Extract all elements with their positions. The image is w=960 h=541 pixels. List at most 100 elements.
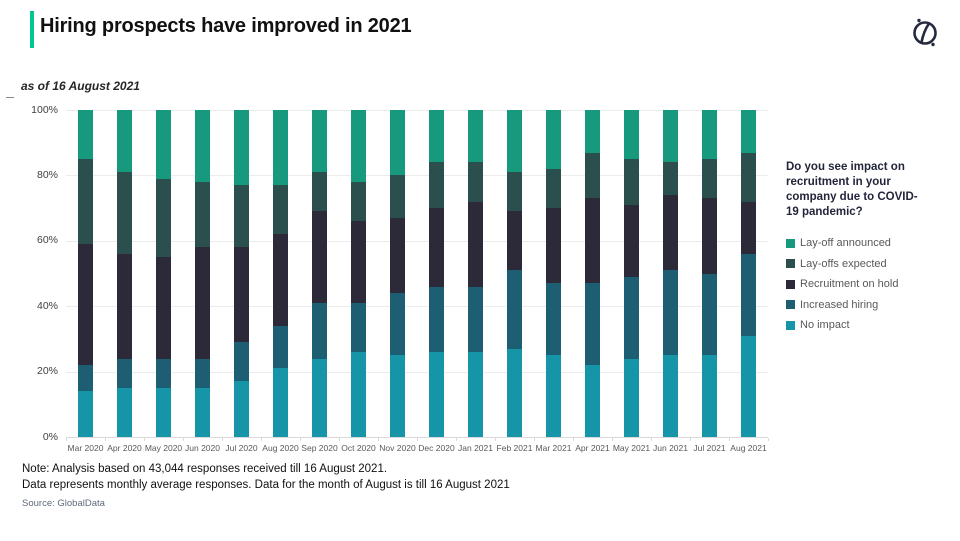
bar-segment	[507, 110, 522, 173]
bar-segment	[117, 110, 132, 173]
globaldata-logo-icon	[913, 18, 937, 47]
x-axis-tick	[417, 438, 418, 441]
bar-segment	[390, 293, 405, 356]
bar-segment	[702, 273, 717, 356]
legend-label: Lay-off announced	[800, 237, 891, 250]
x-axis-tick	[495, 438, 496, 441]
bar-segment	[312, 110, 327, 173]
bar-segment	[117, 358, 132, 388]
bar-jan-2021	[468, 110, 483, 437]
bar-segment	[312, 211, 327, 303]
bar-jun-2021	[663, 110, 678, 437]
gridline	[66, 437, 768, 438]
bar-segment	[741, 253, 756, 336]
y-axis-tick-label: 60%	[36, 234, 58, 247]
x-axis-tick-label: Mar 2020	[67, 443, 104, 453]
bar-segment	[507, 270, 522, 349]
legend-swatch-icon	[786, 259, 795, 269]
bar-segment	[234, 185, 249, 248]
bar-feb-2021	[507, 110, 522, 437]
bar-segment	[117, 253, 132, 359]
bar-segment	[273, 368, 288, 437]
bar-segment	[624, 276, 639, 359]
x-axis-tick-label: Jan 2021	[458, 443, 493, 453]
x-axis-tick	[768, 438, 769, 441]
bar-apr-2021	[585, 110, 600, 437]
x-axis-tick	[612, 438, 613, 441]
bar-segment	[156, 387, 171, 437]
bar-oct-2020	[351, 110, 366, 437]
bar-segment	[585, 152, 600, 199]
bar-segment	[546, 283, 561, 356]
x-axis-tick	[222, 438, 223, 441]
bar-segment	[468, 162, 483, 202]
x-axis-tick	[690, 438, 691, 441]
x-axis-tick-label: Oct 2020	[341, 443, 376, 453]
bar-segment	[702, 355, 717, 437]
bar-segment	[351, 221, 366, 303]
x-axis-tick-label: Feb 2021	[496, 443, 533, 453]
bar-segment	[390, 175, 405, 218]
legend-label: Lay-offs expected	[800, 257, 887, 270]
bar-segment	[546, 168, 561, 209]
bar-segment	[624, 204, 639, 277]
y-axis-tick-label: 0%	[42, 430, 58, 443]
bar-segment	[78, 391, 93, 437]
bar-segment	[78, 365, 93, 392]
x-axis-tick	[378, 438, 379, 441]
legend-swatch-icon	[786, 238, 795, 248]
collapsed-marker	[6, 97, 14, 98]
bar-segment	[195, 110, 210, 182]
bar-segment	[741, 201, 756, 254]
x-axis-tick	[339, 438, 340, 441]
y-axis-tick-label: 100%	[31, 103, 58, 116]
bar-segment	[351, 110, 366, 182]
bar-segment	[546, 208, 561, 284]
legend-item: Recruitment on hold	[786, 274, 954, 295]
title-accent-bar	[30, 11, 34, 48]
bar-segment	[78, 159, 93, 245]
bar-segment	[507, 211, 522, 271]
bar-segment	[702, 159, 717, 199]
bar-segment	[585, 198, 600, 284]
bar-segment	[195, 181, 210, 248]
bar-segment	[351, 351, 366, 437]
bar-segment	[429, 110, 444, 163]
bar-segment	[78, 244, 93, 366]
bar-segment	[507, 172, 522, 212]
y-axis-tick-label: 40%	[36, 299, 58, 312]
x-axis-tick	[66, 438, 67, 441]
bar-may-2021	[624, 110, 639, 437]
bar-segment	[507, 348, 522, 437]
bar-mar-2020	[78, 110, 93, 437]
x-axis: Mar 2020 Apr 2020 May 2020 Jun 2020 Jul 2020…	[66, 438, 769, 460]
bar-segment	[312, 358, 327, 437]
bar-segment	[429, 286, 444, 352]
bar-segment	[663, 195, 678, 271]
bar-segment	[429, 162, 444, 209]
bar-segment	[234, 381, 249, 437]
bar-segment	[117, 387, 132, 437]
x-axis-tick-label: Nov 2020	[379, 443, 416, 453]
bar-may-2020	[156, 110, 171, 437]
bar-segment	[624, 358, 639, 437]
bar-segment	[312, 172, 327, 212]
bar-segment	[78, 110, 93, 160]
bar-segment	[273, 185, 288, 235]
x-axis-tick	[261, 438, 262, 441]
gridline	[66, 240, 768, 242]
legend-label: No impact	[800, 319, 850, 332]
bar-segment	[468, 286, 483, 352]
bar-nov-2020	[390, 110, 405, 437]
bar-segment	[429, 208, 444, 287]
x-axis-tick-label: Apr 2020	[107, 443, 142, 453]
bar-segment	[585, 110, 600, 153]
legend-swatch-icon	[786, 320, 795, 330]
bar-segment	[156, 178, 171, 258]
x-axis-tick-label: Aug 2020	[262, 443, 299, 453]
bar-segment	[546, 355, 561, 437]
bar-segment	[117, 172, 132, 254]
bar-segment	[351, 181, 366, 222]
bar-segment	[741, 152, 756, 202]
